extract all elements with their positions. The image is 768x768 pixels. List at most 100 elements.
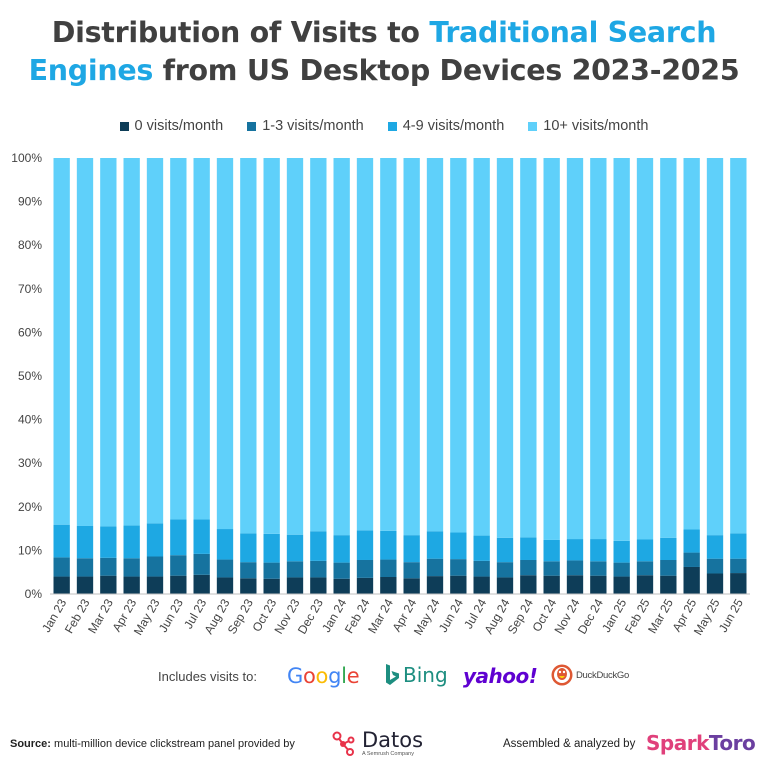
bar-segment-1-3-visits-month-aug-24 [496,562,514,578]
bar-segment-4-9-visits-month-sep-23 [240,533,257,563]
y-tick-label: 0% [25,587,43,601]
bar-segment-10-visits-month-nov-23 [286,158,304,535]
bar-segment-4-9-visits-month-mar-24 [380,530,397,560]
bar-segment-0-visits-month-oct-23 [263,578,280,594]
bar-segment-4-9-visits-month-jul-24 [473,535,490,561]
bing-icon [386,664,399,685]
bar-segment-0-visits-month-dec-23 [310,577,327,594]
bar-segment-0-visits-month-feb-23 [76,576,94,594]
bar-segment-4-9-visits-month-apr-24 [403,535,420,563]
source-text: multi-million device clickstream panel p… [50,738,295,750]
bar-segment-4-9-visits-month-jan-25 [613,540,630,563]
legend-item-2: 4-9 visits/month [387,118,505,134]
bar-segment-0-visits-month-apr-24 [403,578,420,594]
bar-segment-1-3-visits-month-jun-23 [170,555,187,576]
bar-segment-1-3-visits-month-oct-23 [263,562,280,579]
duckduckgo-icon [551,664,573,686]
bar-segment-0-visits-month-feb-25 [636,575,654,594]
legend-item-3: 10+ visits/month [528,118,648,134]
bar-segment-0-visits-month-mar-24 [380,577,397,594]
bar-segment-4-9-visits-month-feb-23 [76,525,94,559]
bar-segment-4-9-visits-month-mar-25 [660,537,677,560]
bar-segment-1-3-visits-month-may-24 [426,558,444,577]
bar-segment-4-9-visits-month-mar-23 [100,526,117,558]
bar-segment-1-3-visits-month-sep-24 [520,559,537,576]
bar-segment-0-visits-month-jul-23 [193,574,210,594]
bar-segment-4-9-visits-month-apr-25 [683,529,700,553]
bar-segment-0-visits-month-oct-24 [543,575,560,594]
bar-segment-0-visits-month-jan-23 [53,576,70,594]
legend-label-1: 1-3 visits/month [262,118,364,134]
bar-segment-0-visits-month-mar-25 [660,575,677,594]
bar-segment-10-visits-month-apr-23 [123,158,140,526]
yahoo-logo: yahoo! [463,664,538,688]
bing-logo: Bing [384,663,448,687]
bar-segment-1-3-visits-month-mar-24 [380,559,397,577]
bar-segment-0-visits-month-nov-23 [286,577,304,594]
bar-segment-4-9-visits-month-feb-24 [356,530,374,560]
bar-segment-10-visits-month-may-23 [146,158,164,524]
sparktoro-logo: SparkToro [646,731,756,755]
bing-logo-text: Bing [403,663,448,687]
legend-label-0: 0 visits/month [134,118,224,134]
bar-segment-1-3-visits-month-aug-23 [216,559,234,578]
bar-segment-4-9-visits-month-may-25 [706,535,724,559]
bar-segment-0-visits-month-dec-24 [590,575,607,594]
bar-segment-10-visits-month-aug-24 [496,158,514,538]
bar-segment-4-9-visits-month-may-24 [426,531,444,559]
y-tick-label: 90% [18,195,42,209]
y-tick-label: 20% [18,500,42,514]
x-tick-label: Jun 25 [716,596,746,634]
title-part1: Distribution of Visits to [51,16,430,49]
legend-swatch-3 [528,121,538,131]
bar-segment-0-visits-month-jun-23 [170,575,187,594]
datos-logo: Datos A Semrush Company [332,730,423,757]
legend-label-3: 10+ visits/month [543,118,649,134]
bar-segment-0-visits-month-aug-24 [496,577,514,594]
duckduckgo-logo-text: DuckDuckGo [576,669,629,681]
bar-segment-0-visits-month-jul-24 [473,576,490,594]
bar-segment-1-3-visits-month-may-23 [146,556,164,577]
legend-swatch-0 [119,121,129,131]
bar-segment-0-visits-month-jan-24 [333,578,350,594]
bar-segment-10-visits-month-nov-24 [566,158,584,540]
legend-label-2: 4-9 visits/month [402,118,505,134]
bar-segment-4-9-visits-month-nov-23 [286,534,304,562]
bar-segment-4-9-visits-month-jan-23 [53,524,70,558]
bar-segment-0-visits-month-jun-24 [450,575,467,594]
y-tick-label: 100% [11,151,42,165]
bar-segment-1-3-visits-month-sep-23 [240,562,257,579]
bar-segment-1-3-visits-month-jan-23 [53,557,70,577]
bar-segment-4-9-visits-month-oct-23 [263,533,280,563]
bar-segment-10-visits-month-jan-25 [613,158,630,541]
bar-segment-10-visits-month-sep-23 [240,158,257,534]
bar-segment-4-9-visits-month-dec-24 [590,539,607,562]
bar-segment-4-9-visits-month-apr-23 [123,525,140,559]
title-part2: from US Desktop Devices 2023-2025 [153,54,740,87]
bar-segment-0-visits-month-may-24 [426,576,444,594]
bar-segment-1-3-visits-month-jul-24 [473,560,490,577]
bar-segment-1-3-visits-month-nov-24 [566,560,584,576]
bar-segment-10-visits-month-sep-24 [520,158,537,538]
bar-segment-10-visits-month-jun-23 [170,158,187,520]
bar-segment-10-visits-month-oct-23 [263,158,280,534]
bar-segment-0-visits-month-sep-24 [520,575,537,594]
bar-segment-0-visits-month-apr-23 [123,576,140,594]
y-tick-label: 80% [18,238,42,252]
y-tick-label: 40% [18,413,42,427]
duckduckgo-logo: DuckDuckGo [551,664,629,686]
bar-segment-0-visits-month-nov-24 [566,575,584,594]
legend-item-0: 0 visits/month [119,118,224,134]
bar-segment-4-9-visits-month-jun-25 [730,533,747,559]
bar-segment-10-visits-month-feb-23 [76,158,94,526]
source-label: Source: [10,738,51,750]
x-tick-label: Jun 24 [436,596,466,634]
bar-segment-1-3-visits-month-may-25 [706,558,724,574]
bar-segment-10-visits-month-jul-24 [473,158,490,536]
bar-segment-1-3-visits-month-jan-25 [613,562,630,577]
bar-segment-1-3-visits-month-feb-25 [636,561,654,576]
bar-segment-1-3-visits-month-dec-24 [590,561,607,576]
legend-swatch-2 [387,121,397,131]
bar-segment-4-9-visits-month-nov-24 [566,539,584,561]
bar-segment-1-3-visits-month-feb-23 [76,558,94,577]
